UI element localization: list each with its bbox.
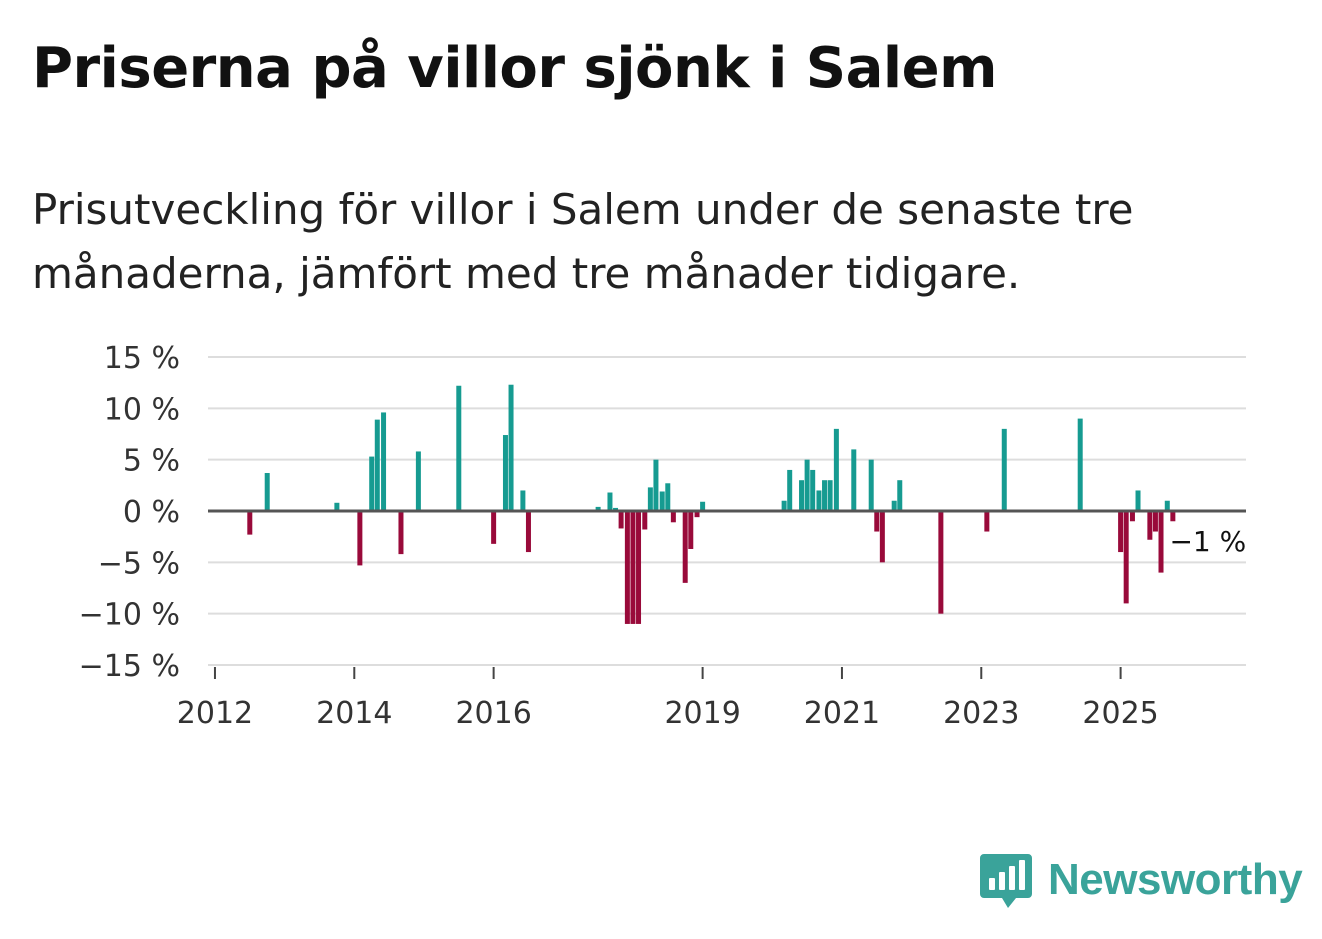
- bar: [659, 491, 665, 511]
- bar: [694, 511, 700, 518]
- gridlines: [208, 356, 1246, 666]
- bar: [1170, 511, 1176, 522]
- bar: [874, 511, 880, 532]
- bar: [264, 473, 270, 511]
- end-label: −1 %: [1169, 525, 1246, 558]
- y-tick-label: 10 %: [104, 392, 180, 427]
- y-tick-label: 0 %: [123, 495, 180, 530]
- bar: [595, 506, 601, 511]
- bar: [822, 480, 828, 511]
- x-tick-label: 2025: [1082, 696, 1158, 731]
- bar: [647, 487, 653, 511]
- bar: [618, 511, 624, 529]
- bar: [357, 511, 363, 566]
- bar: [810, 469, 816, 511]
- bar: [1135, 490, 1141, 511]
- bar: [868, 459, 874, 511]
- bar: [938, 511, 944, 614]
- x-axis: 2012 2014 2016 2019 2021 2023 2025: [177, 667, 1159, 731]
- bar: [1001, 428, 1007, 511]
- bar: [398, 511, 404, 555]
- y-tick-label: −10 %: [79, 598, 180, 633]
- end-label-bg: [1163, 523, 1252, 558]
- y-tick-label: 15 %: [104, 341, 180, 376]
- bar: [665, 483, 671, 511]
- bar: [508, 384, 514, 511]
- bar: [787, 469, 793, 511]
- y-axis-labels: 15 % 10 % 5 % 0 % −5 % −10 % −15 %: [79, 341, 180, 684]
- x-tick-label: 2016: [455, 696, 531, 731]
- bar: [1147, 511, 1153, 540]
- newsworthy-logo-icon: [980, 854, 1032, 908]
- bar: [804, 459, 810, 511]
- brand-name: Newsworthy: [1048, 855, 1303, 904]
- bar: [1158, 511, 1164, 573]
- bar: [374, 419, 380, 511]
- bar: [630, 511, 636, 624]
- bars: [247, 384, 1176, 624]
- chart-subtitle: Prisutveckling för villor i Salem under …: [32, 185, 1134, 298]
- bar: [799, 480, 805, 511]
- y-tick-label: 5 %: [123, 444, 180, 479]
- bar: [525, 511, 531, 553]
- bar: [607, 492, 613, 511]
- bar: [520, 490, 526, 511]
- bar: [1123, 511, 1129, 604]
- bar: [700, 501, 706, 511]
- bar: [781, 500, 787, 511]
- x-tick-label: 2014: [316, 696, 392, 731]
- bar: [833, 428, 839, 511]
- newsworthy-logo: Newsworthy: [980, 850, 1303, 910]
- bar: [891, 500, 897, 511]
- bar: [653, 459, 659, 511]
- bar: [636, 511, 642, 624]
- bar: [670, 511, 676, 523]
- bar: [827, 480, 833, 511]
- bar: [879, 511, 885, 563]
- bar: [491, 511, 497, 544]
- bar: [247, 511, 253, 535]
- bar: [682, 511, 688, 583]
- bar: [1129, 511, 1135, 522]
- end-annotation: −1 %: [1163, 523, 1252, 558]
- x-tick-label: 2023: [943, 696, 1019, 731]
- x-tick-label: 2012: [177, 696, 253, 731]
- x-tick-label: 2019: [664, 696, 740, 731]
- bar: [1077, 418, 1083, 511]
- bar: [624, 511, 630, 624]
- bar: [334, 502, 340, 511]
- bar: [897, 480, 903, 511]
- bar: [1118, 511, 1124, 553]
- bar: [642, 511, 648, 530]
- bar: [851, 449, 857, 511]
- bar: [381, 412, 387, 511]
- bar: [1164, 500, 1170, 511]
- bar: [816, 490, 822, 511]
- x-tick-label: 2021: [804, 696, 880, 731]
- bar: [1152, 511, 1158, 532]
- bar: [613, 507, 619, 511]
- bar: [456, 385, 462, 511]
- bar: [984, 511, 990, 532]
- y-tick-label: −5 %: [98, 546, 180, 581]
- y-tick-label: −15 %: [79, 649, 180, 684]
- bar: [502, 435, 508, 511]
- chart-title: Priserna på villor sjönk i Salem: [32, 36, 997, 101]
- bar: [369, 456, 375, 511]
- bar: [688, 511, 694, 549]
- bar: [415, 451, 421, 511]
